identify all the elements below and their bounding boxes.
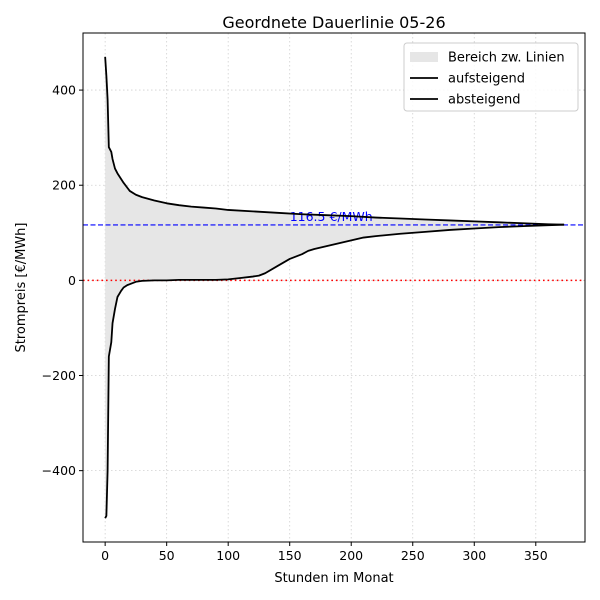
y-tick-label: 0	[68, 273, 76, 288]
series-line-absteigend	[104, 56, 565, 226]
x-tick-label: 300	[462, 548, 486, 563]
x-tick-label: 0	[101, 548, 109, 563]
x-tick-label: 100	[216, 548, 240, 563]
y-axis-label: Strompreis [€/MWh]	[14, 223, 29, 353]
x-tick-label: 250	[401, 548, 425, 563]
reference-line-label: 116.5 €/MWh	[290, 209, 373, 224]
legend: Bereich zw. Linien aufsteigend absteigend	[403, 42, 579, 112]
x-tick-label: 200	[339, 548, 363, 563]
chart-title: Geordnete Dauerlinie 05-26	[222, 13, 445, 32]
fill-between-area	[105, 56, 565, 519]
grid	[83, 33, 585, 542]
legend-entry-label: absteigend	[448, 93, 520, 108]
legend-entry-label: Bereich zw. Linien	[448, 51, 565, 66]
ticks: 0 50 100 150 200 250 300 350 −400 −200 0 200 400	[42, 83, 548, 563]
y-tick-label: −400	[42, 463, 76, 478]
series-layer	[104, 56, 565, 519]
legend-entry-label: aufsteigend	[448, 72, 525, 87]
series-line-aufsteigend	[104, 223, 565, 519]
fill-area-layer	[105, 56, 565, 519]
x-axis-label: Stunden im Monat	[274, 571, 393, 586]
x-tick-label: 50	[159, 548, 175, 563]
axes	[82, 32, 586, 543]
x-tick-label: 150	[278, 548, 302, 563]
y-tick-label: 400	[52, 83, 76, 98]
legend-box	[403, 42, 579, 112]
y-tick-label: −200	[42, 368, 76, 383]
plot-frame	[82, 32, 586, 543]
legend-fill-swatch	[410, 52, 438, 62]
x-tick-label: 350	[524, 548, 548, 563]
y-tick-label: 200	[52, 178, 76, 193]
